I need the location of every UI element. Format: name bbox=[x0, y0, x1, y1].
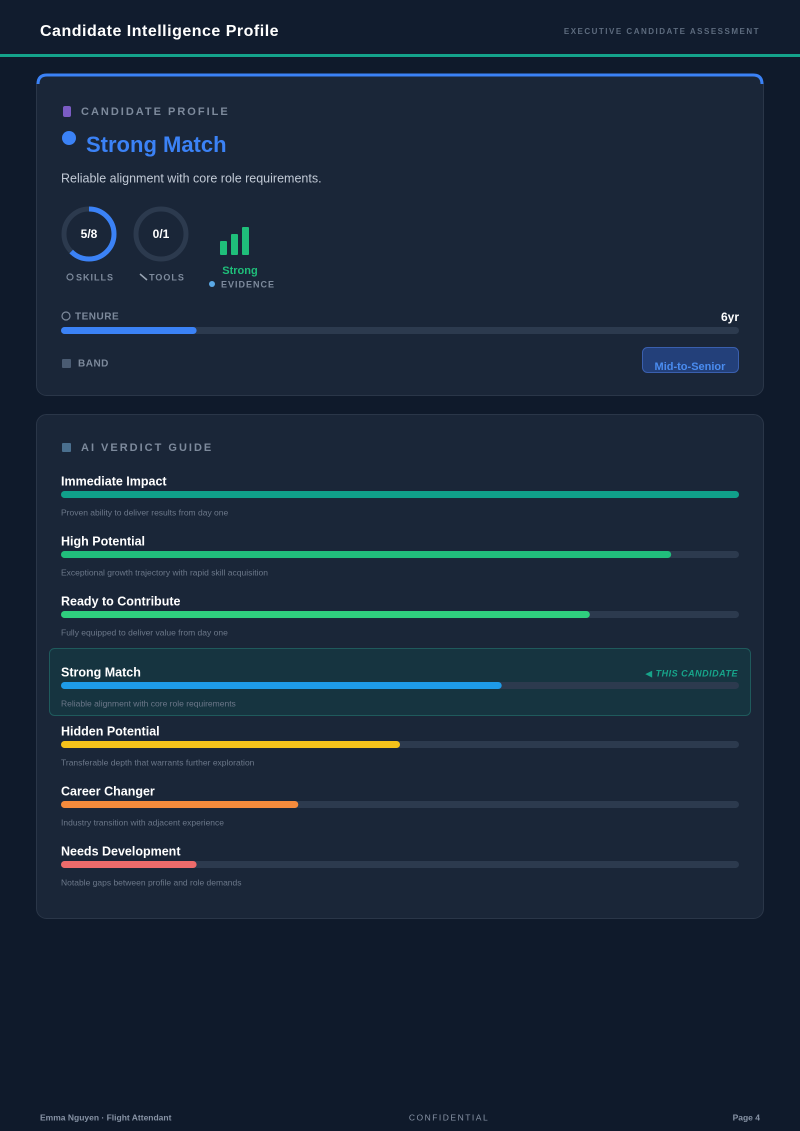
verdict-name: Hidden Potential bbox=[61, 724, 160, 738]
ring-label: 5/8 bbox=[81, 227, 98, 241]
verdict-fill bbox=[61, 491, 739, 498]
verdict-name: Strong Match bbox=[61, 665, 141, 679]
verdict-name: High Potential bbox=[61, 534, 145, 548]
evidence-caption: EVIDENCE bbox=[221, 279, 275, 289]
verdict-fill bbox=[61, 551, 672, 558]
footer-center: CONFIDENTIAL bbox=[409, 1112, 489, 1122]
ring-caption: TOOLS bbox=[149, 272, 185, 282]
footer-left: Emma Nguyen · Flight Attendant bbox=[40, 1112, 172, 1122]
ring-track bbox=[133, 206, 189, 262]
verdict-description: Transferable depth that warrants further… bbox=[61, 757, 255, 767]
verdict-fill bbox=[61, 611, 590, 618]
verdict-fill bbox=[61, 801, 299, 808]
verdict-fill bbox=[61, 861, 197, 868]
tenure-value: 6yr bbox=[721, 310, 739, 324]
ring-caption: SKILLS bbox=[76, 272, 114, 282]
profile-icon bbox=[63, 106, 71, 117]
band-caption: BAND bbox=[78, 359, 109, 370]
guide-icon bbox=[62, 443, 71, 452]
verdict-dot bbox=[62, 131, 76, 145]
verdict-description: Reliable alignment with core role requir… bbox=[61, 698, 236, 708]
tenure-caption: TENURE bbox=[75, 312, 119, 323]
evidence-icon bbox=[209, 281, 215, 287]
header-bar bbox=[0, 0, 800, 55]
evidence-level: Strong bbox=[222, 265, 257, 277]
verdict-fill bbox=[61, 741, 400, 748]
band-label: Mid-to-Senior bbox=[655, 361, 727, 373]
current-marker: ◀ THIS CANDIDATE bbox=[645, 668, 738, 678]
guide-label: AI VERDICT GUIDE bbox=[81, 442, 213, 454]
verdict-description: Proven ability to deliver results from d… bbox=[61, 507, 229, 517]
verdict-description: Notable gaps between profile and role de… bbox=[61, 877, 242, 887]
ring-label: 0/1 bbox=[153, 227, 170, 241]
profile-card-accent bbox=[36, 73, 764, 85]
verdict-fill bbox=[61, 682, 502, 689]
tools-icon bbox=[139, 273, 148, 281]
tenure-icon bbox=[61, 311, 71, 321]
evidence-bar-icon bbox=[231, 234, 238, 255]
evidence-bar-icon bbox=[242, 227, 249, 255]
ring-progress bbox=[61, 206, 117, 262]
verdict-description: Exceptional growth trajectory with rapid… bbox=[61, 567, 268, 577]
tenure-track bbox=[61, 327, 739, 334]
page-title: Candidate Intelligence Profile bbox=[40, 23, 279, 40]
verdict-name: Needs Development bbox=[61, 844, 181, 858]
page-subtitle: EXECUTIVE CANDIDATE ASSESSMENT bbox=[564, 27, 760, 36]
verdict-description: Fully equipped to deliver value from day… bbox=[61, 627, 228, 637]
verdict-track bbox=[61, 861, 739, 868]
footer-right: Page 4 bbox=[733, 1112, 761, 1122]
evidence-bar-icon bbox=[220, 241, 227, 255]
header-rule bbox=[0, 54, 800, 57]
band-badge bbox=[642, 347, 739, 373]
verdict-name: Career Changer bbox=[61, 784, 155, 798]
verdict-name: Ready to Contribute bbox=[61, 594, 180, 608]
verdict-description: Industry transition with adjacent experi… bbox=[61, 817, 224, 827]
tenure-fill bbox=[61, 327, 197, 334]
verdict-summary: Reliable alignment with core role requir… bbox=[61, 171, 322, 185]
band-icon bbox=[62, 359, 71, 368]
verdict-title: Strong Match bbox=[86, 132, 227, 157]
section-label: CANDIDATE PROFILE bbox=[81, 106, 230, 118]
verdict-name: Immediate Impact bbox=[61, 474, 167, 488]
skills-icon bbox=[66, 273, 74, 281]
